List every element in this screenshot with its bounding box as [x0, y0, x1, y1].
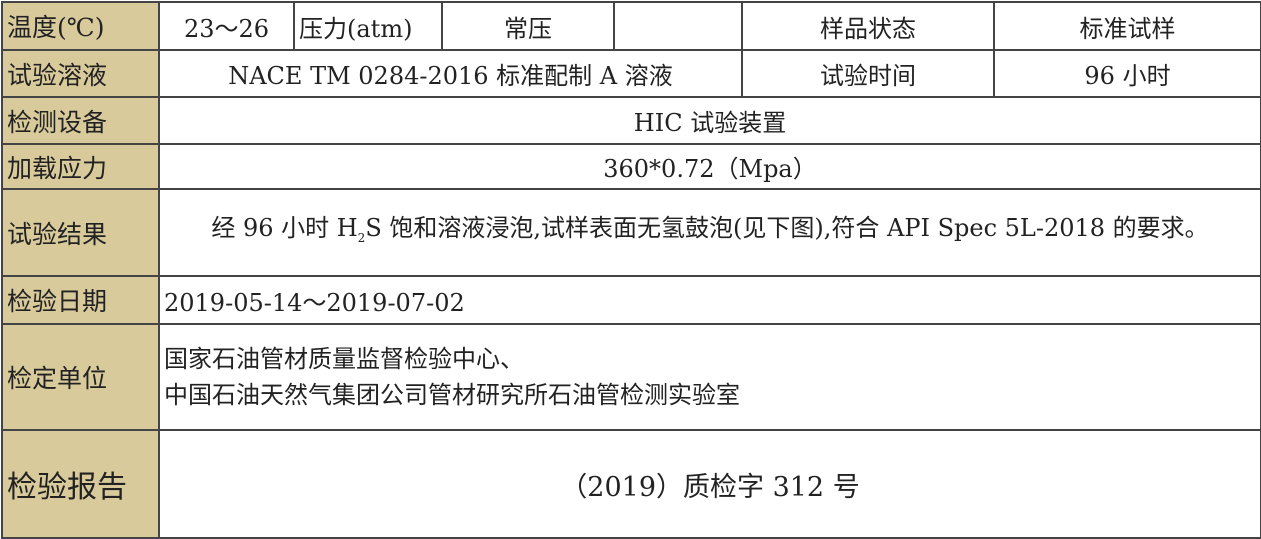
sample-state-value: 标准试样: [993, 1, 1261, 51]
result-value: 经 96 小时 H2S 饱和溶液浸泡,试样表面无氢鼓泡(见下图),符合 API …: [158, 188, 1261, 277]
date-label: 检验日期: [1, 275, 160, 325]
result-label: 试验结果: [1, 188, 160, 277]
temperature-label: 温度(℃): [1, 1, 160, 51]
pressure-label: 压力(atm): [293, 1, 443, 51]
result-text-2: S 饱和溶液浸泡,试样表面无氢鼓泡(见下图),符合 API Spec 5L-20…: [365, 213, 1209, 242]
sample-state-label: 样品状态: [741, 1, 995, 51]
test-time-label: 试验时间: [741, 49, 995, 98]
date-value: 2019-05-14～2019-07-02: [158, 275, 1261, 325]
pressure-value: 常压: [441, 1, 615, 51]
report-value: （2019）质检字 312 号: [158, 429, 1261, 539]
row-equipment: 检测设备 HIC 试验装置: [1, 96, 1261, 145]
solution-value: NACE TM 0284-2016 标准配制 A 溶液: [158, 49, 743, 98]
unit-value: 国家石油管材质量监督检验中心、中国石油天然气集团公司管材研究所石油管检测实验室: [158, 323, 1261, 431]
equipment-label: 检测设备: [1, 96, 160, 145]
test-time-value: 96 小时: [993, 49, 1261, 98]
temperature-value: 23～26: [158, 1, 295, 51]
row-temperature: 温度(℃) 23～26 压力(atm) 常压 样品状态 标准试样: [1, 1, 1261, 51]
solution-label: 试验溶液: [1, 49, 160, 98]
unit-line-2: 中国石油天然气集团公司管材研究所石油管检测实验室: [164, 381, 740, 409]
stress-value: 360*0.72（Mpa）: [158, 143, 1261, 190]
unit-line-1: 国家石油管材质量监督检验中心、: [164, 345, 524, 373]
row-report: 检验报告 （2019）质检字 312 号: [1, 429, 1261, 539]
row-date: 检验日期 2019-05-14～2019-07-02: [1, 275, 1261, 325]
unit-label: 检定单位: [1, 323, 160, 431]
equipment-value: HIC 试验装置: [158, 96, 1261, 145]
empty-cell: [613, 1, 743, 51]
report-label: 检验报告: [1, 429, 160, 539]
result-subscript: 2: [357, 230, 366, 245]
row-solution: 试验溶液 NACE TM 0284-2016 标准配制 A 溶液 试验时间 96…: [1, 49, 1261, 98]
stress-label: 加载应力: [1, 143, 160, 190]
row-stress: 加载应力 360*0.72（Mpa）: [1, 143, 1261, 190]
row-result: 试验结果 经 96 小时 H2S 饱和溶液浸泡,试样表面无氢鼓泡(见下图),符合…: [1, 188, 1261, 277]
result-text-1: 经 96 小时 H: [211, 213, 358, 242]
row-unit: 检定单位 国家石油管材质量监督检验中心、中国石油天然气集团公司管材研究所石油管检…: [1, 323, 1261, 431]
